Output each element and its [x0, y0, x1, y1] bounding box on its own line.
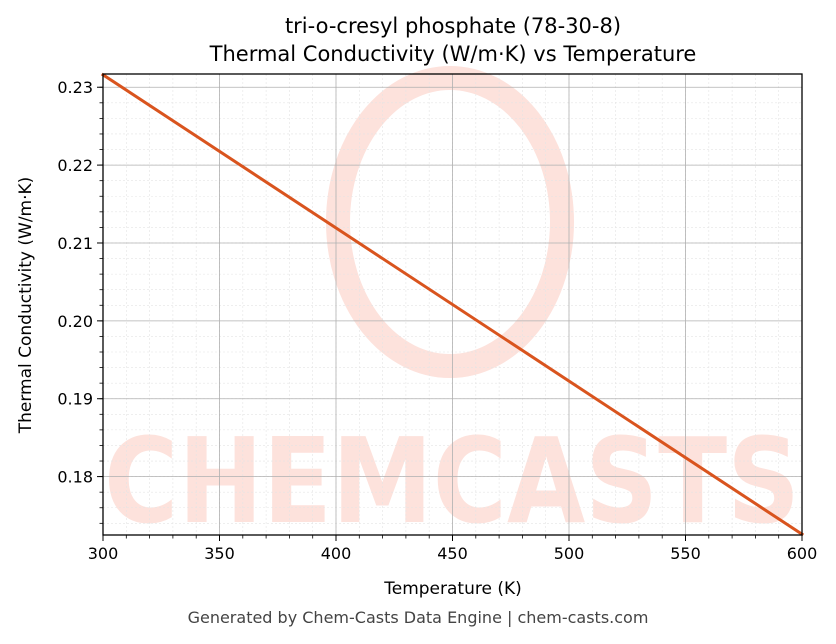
x-tick-label: 350 — [204, 544, 235, 563]
y-tick-label: 0.21 — [57, 234, 93, 253]
x-tick-label: 500 — [554, 544, 585, 563]
y-axis: 0.18 0.19 0.20 0.21 0.22 0.23 — [57, 78, 103, 524]
x-tick-label: 300 — [88, 544, 119, 563]
x-tick-label: 450 — [437, 544, 468, 563]
y-tick-label: 0.19 — [57, 390, 93, 409]
watermark-text: CHEMCASTS — [104, 412, 800, 550]
footer-credit: Generated by Chem-Casts Data Engine | ch… — [187, 608, 649, 627]
x-tick-label: 600 — [787, 544, 818, 563]
y-tick-label: 0.22 — [57, 156, 93, 175]
x-axis-label: Temperature (K) — [383, 579, 522, 599]
x-tick-label: 400 — [321, 544, 352, 563]
series-layer — [100, 72, 805, 537]
y-tick-label: 0.20 — [57, 312, 93, 331]
x-axis: 300 350 400 450 500 550 600 — [88, 535, 818, 563]
series-line — [100, 72, 805, 537]
y-tick-label: 0.23 — [57, 78, 93, 97]
watermark-ring — [326, 66, 574, 378]
y-axis-label: Thermal Conductivity (W/m·K) — [16, 177, 36, 435]
chart-title-line-2: Thermal Conductivity (W/m·K) vs Temperat… — [209, 42, 697, 66]
watermark-logo: CHEMCASTS — [104, 66, 800, 550]
y-tick-label: 0.18 — [57, 468, 93, 487]
x-tick-label: 550 — [670, 544, 701, 563]
chart-title-line-1: tri-o-cresyl phosphate (78-30-8) — [285, 14, 621, 38]
